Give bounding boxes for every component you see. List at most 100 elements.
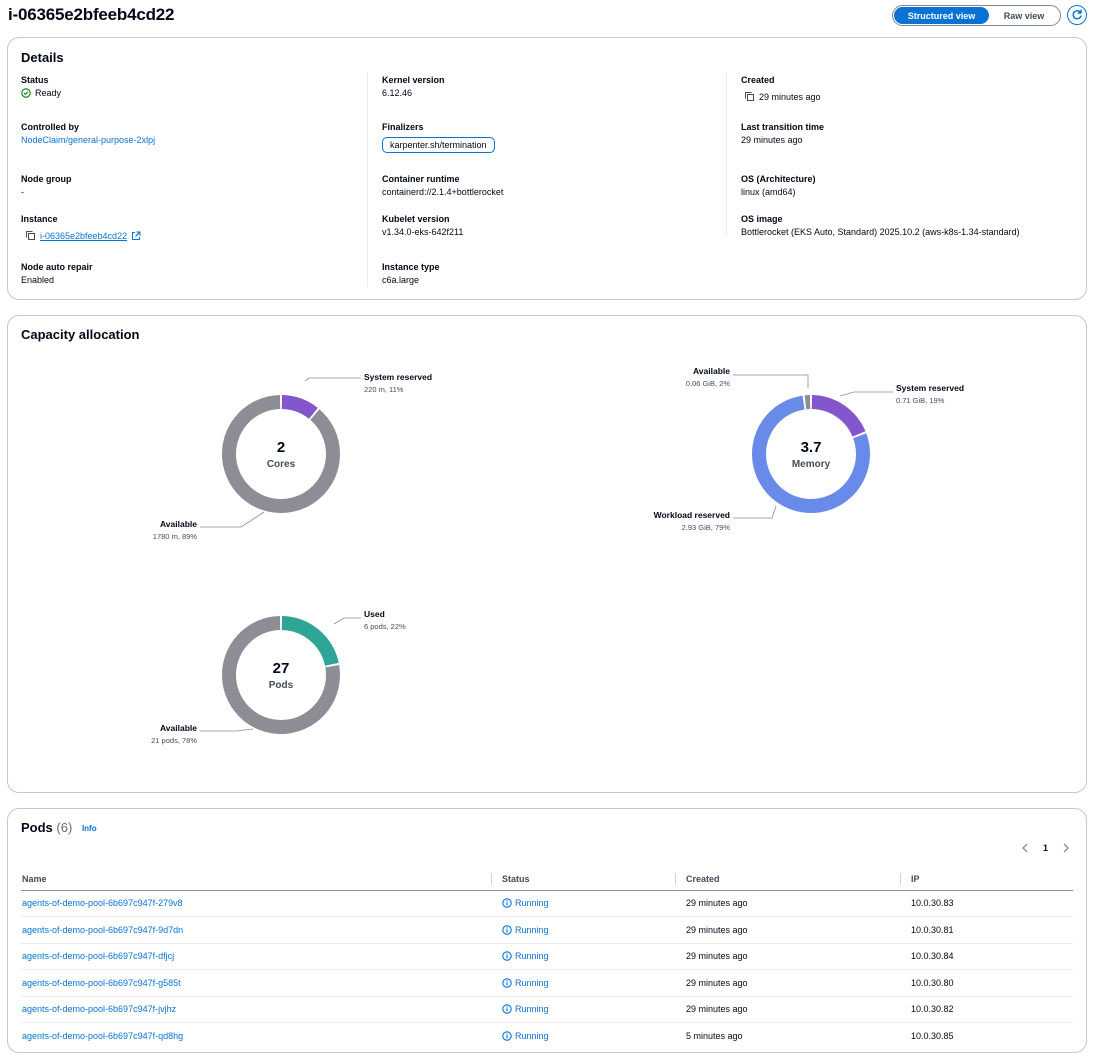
donut-center-label: Memory	[792, 459, 831, 470]
donut-slice[interactable]	[281, 395, 318, 420]
column-header-ip[interactable]: IP	[900, 869, 1073, 891]
capacity-charts: 2 Cores System reserved 220 m, 11% Available…	[151, 366, 964, 745]
instance-type-value: c6a.large	[382, 275, 420, 285]
view-toggle: Structured view Raw view	[892, 5, 1061, 26]
controlled-by-field: Controlled by NodeClaim/general-purpose-…	[21, 122, 156, 145]
kernel-version-field: Kernel version 6.12.46	[382, 75, 445, 98]
raw-view-button[interactable]: Raw view	[1003, 10, 1045, 21]
donut-slice[interactable]	[752, 395, 870, 513]
container-runtime-field: Container runtime containerd://2.1.4+bot…	[382, 174, 504, 197]
instance-field: Instance i-06365e2bfeeb4cd22	[21, 214, 141, 241]
column-header-created[interactable]: Created	[675, 869, 910, 891]
donut-slice[interactable]	[811, 395, 866, 437]
pod-name-link[interactable]: agents-of-demo-pool-6b697c947f-jvjhz	[22, 1004, 177, 1015]
os-architecture-field: OS (Architecture) linux (amd64)	[741, 174, 816, 197]
label-leader-line	[200, 728, 254, 732]
slice-label: System reserved	[896, 383, 964, 393]
column-header-name[interactable]: Name	[21, 869, 501, 891]
node-auto-repair-field: Node auto repair Enabled	[21, 262, 93, 285]
table-row: agents-of-demo-pool-6b697c947f-279v8 Runn…	[21, 890, 1073, 917]
pod-ip: 10.0.30.82	[910, 996, 1073, 1023]
copy-icon[interactable]	[744, 91, 755, 102]
info-status-icon	[502, 925, 512, 935]
pods-title: Pods	[21, 820, 53, 835]
label-leader-line	[333, 617, 361, 625]
chevron-left-icon[interactable]	[1021, 843, 1029, 853]
pod-status: Running	[502, 925, 685, 935]
status-check-icon	[21, 88, 31, 98]
info-status-icon	[502, 898, 512, 908]
label-leader-line	[733, 374, 809, 388]
created-value: 29 minutes ago	[759, 91, 821, 102]
slice-label: Workload reserved	[654, 510, 730, 520]
pod-ip: 10.0.30.85	[911, 1031, 954, 1041]
pod-created: 29 minutes ago	[685, 943, 910, 970]
info-status-icon	[502, 1004, 512, 1014]
os-architecture-value: linux (amd64)	[741, 187, 796, 197]
donut-slice[interactable]	[222, 395, 340, 513]
details-title: Details	[21, 50, 64, 65]
slice-label: Available	[160, 519, 197, 529]
details-panel	[7, 37, 1087, 300]
donut-slice[interactable]	[281, 616, 339, 667]
table-row: agents-of-demo-pool-6b697c947f-dfjcj Runn…	[21, 943, 1073, 970]
page-title: i-06365e2bfeeb4cd22	[8, 5, 175, 24]
label-leader-line	[839, 391, 893, 397]
pod-name-link[interactable]: agents-of-demo-pool-6b697c947f-qd8hg	[22, 1031, 184, 1041]
pods-count: (6)	[56, 820, 73, 835]
status-field: Status Ready	[21, 75, 62, 98]
pod-created: 29 minutes ago	[685, 996, 910, 1023]
info-status-icon	[502, 1031, 512, 1041]
table-row: agents-of-demo-pool-6b697c947f-9d7dn Runn…	[21, 916, 1073, 944]
donut-chart-cores: 2 Cores System reserved 220 m, 11% Available…	[153, 372, 432, 541]
label-leader-line	[304, 377, 361, 382]
label-leader-line	[200, 511, 265, 528]
refresh-button[interactable]	[1067, 5, 1087, 25]
info-status-icon	[502, 951, 512, 961]
donut-chart-pods: 27 Pods Used 6 pods, 22% Available 21 pods, 7…	[151, 609, 406, 745]
kernel-version-value: 6.12.46	[382, 88, 413, 98]
pod-ip: 10.0.30.84	[910, 943, 1073, 970]
instance-link[interactable]: i-06365e2bfeeb4cd22	[40, 230, 128, 241]
donut-center-value: 3.7	[801, 439, 822, 456]
pod-name-link[interactable]: agents-of-demo-pool-6b697c947f-g585t	[22, 977, 181, 988]
slice-label: Used	[364, 609, 385, 619]
capacity-title: Capacity allocation	[21, 327, 140, 342]
finalizer-badge: karpenter.sh/termination	[382, 137, 495, 153]
status-value: Ready	[35, 88, 62, 98]
kubelet-version-field: Kubelet version v1.34.0-eks-642f211	[382, 214, 464, 237]
structured-view-button[interactable]: Structured view	[894, 7, 989, 24]
column-header-status[interactable]: Status	[491, 869, 685, 891]
slice-label: System reserved	[364, 372, 432, 382]
last-transition-time-value: 29 minutes ago	[741, 135, 803, 145]
kubelet-version-value: v1.34.0-eks-642f211	[382, 227, 464, 237]
slice-label: Available	[160, 723, 197, 733]
os-image-value: Bottlerocket (EKS Auto, Standard) 2025.1…	[741, 227, 1020, 237]
container-runtime-value: containerd://2.1.4+bottlerocket	[382, 187, 504, 197]
slice-value: 0.71 GiB, 19%	[896, 396, 945, 405]
node-auto-repair-value: Enabled	[21, 275, 55, 285]
pod-name-link[interactable]: agents-of-demo-pool-6b697c947f-9d7dn	[22, 924, 184, 935]
pod-name-link[interactable]: agents-of-demo-pool-6b697c947f-279v8	[22, 898, 183, 909]
pods-table: Name Status Created IP agents-of-demo-po…	[21, 869, 1073, 1049]
donut-center-value: 27	[273, 660, 290, 677]
donut-slice[interactable]	[222, 616, 340, 734]
os-image-field: OS image Bottlerocket (EKS Auto, Standar…	[741, 214, 1020, 237]
copy-icon[interactable]	[25, 230, 36, 241]
pagination: 1	[1021, 843, 1070, 853]
controlled-by-link[interactable]: NodeClaim/general-purpose-2xlpj	[21, 135, 156, 145]
donut-chart-memory: 3.7 Memory Available 0.06 GiB, 2% System res…	[654, 366, 964, 532]
capacity-panel	[7, 315, 1087, 793]
page-number[interactable]: 1	[1043, 843, 1049, 853]
pod-status: Running	[502, 898, 685, 908]
pod-name-link[interactable]: agents-of-demo-pool-6b697c947f-dfjcj	[22, 951, 175, 962]
slice-value: 2.93 GiB, 79%	[682, 523, 731, 532]
chevron-right-icon[interactable]	[1062, 843, 1070, 853]
slice-label: Available	[693, 366, 730, 376]
external-link-icon[interactable]	[131, 230, 141, 241]
donut-center-label: Pods	[269, 680, 294, 691]
pod-status: Running	[502, 1031, 685, 1041]
donut-center-label: Cores	[267, 459, 296, 470]
info-link[interactable]: Info	[81, 824, 97, 834]
slice-value: 0.06 GiB, 2%	[686, 379, 731, 388]
